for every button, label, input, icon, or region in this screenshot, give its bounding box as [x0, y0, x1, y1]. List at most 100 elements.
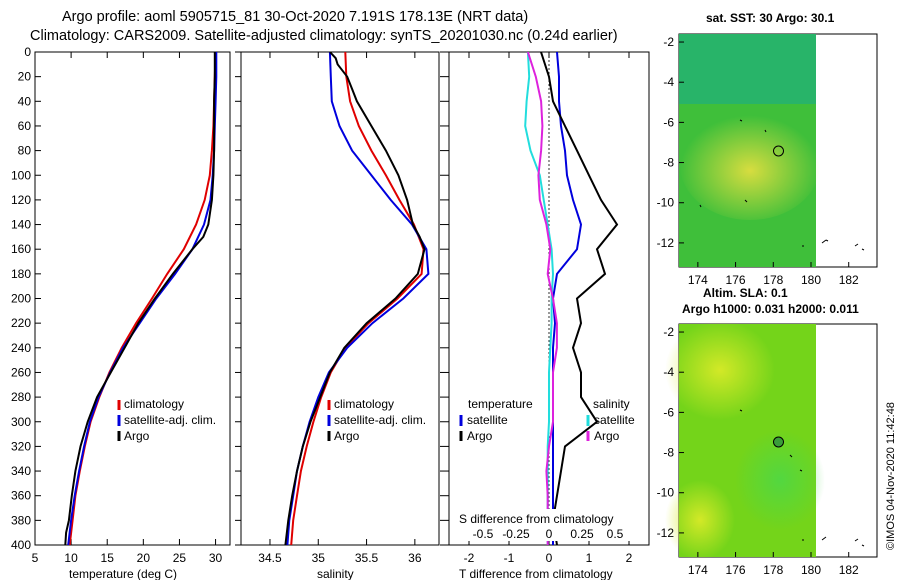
x-tick-label: 0 [546, 551, 553, 565]
map-lat-tick-label: -8 [663, 156, 674, 170]
temperature-series [64, 52, 218, 545]
difference-series [524, 52, 619, 545]
map-lat-tick-label: -10 [657, 486, 675, 500]
map-lon-tick-label: 178 [763, 273, 783, 287]
sla-map-axes: 174 176 178 180 182 -2 -4 -6 -8 -10 -12 [657, 325, 859, 577]
sst-islands [699, 119, 865, 251]
salinity-legend-satellite: satellite-adj. clim. [334, 413, 426, 427]
salinity-difference-tick-labels: -0.5 -0.25 0 0.25 0.5 [473, 527, 624, 541]
salinity-legend-climatology: climatology [334, 397, 394, 411]
depth-tick-label: 360 [11, 489, 31, 503]
sla-low-patch [735, 430, 825, 530]
salinity-x-label: salinity [317, 567, 354, 580]
map-lat-tick-label: -4 [663, 75, 674, 89]
map-lat-tick-label: -4 [663, 365, 674, 379]
map-lon-tick-label: 180 [801, 273, 821, 287]
map-lon-tick-label: 174 [688, 273, 708, 287]
salinity-plot-frame [240, 51, 440, 546]
salinity-difference-tick-label: 0 [546, 527, 553, 541]
copyright-stamp: ©IMOS 04-Nov-2020 11:42:48 [885, 402, 897, 550]
depth-tick-label: 60 [18, 119, 32, 133]
sst-argo-location-marker [773, 145, 784, 157]
series-s-argo [526, 52, 558, 545]
depth-tick-label: 140 [11, 218, 31, 232]
figure-title-line-1: Argo profile: aoml 5905715_81 30-Oct-202… [62, 9, 528, 25]
depth-tick-label: 240 [11, 341, 31, 355]
sla-high-patch-south [665, 480, 735, 560]
map-lon-tick-label: 176 [726, 563, 746, 577]
difference-legend: temperature satellite Argo salinity sate… [459, 397, 635, 443]
map-lat-tick-label: -8 [663, 446, 674, 460]
sst-map-axes: 174 176 178 180 182 -2 -4 -6 -8 -10 -12 [657, 35, 859, 287]
salinity-difference-axis-label: S difference from climatology [459, 512, 614, 526]
salinity-difference-tick-label: 0.25 [570, 527, 594, 541]
salinity-axis-inset [452, 509, 646, 541]
series-climatology [290, 52, 425, 545]
map-lat-tick-label: -2 [663, 35, 674, 49]
x-tick-label: 35.5 [355, 551, 379, 565]
sla-map: Altim. SLA: 0.1 Argo h1000: 0.031 h2000:… [657, 286, 878, 577]
salinity-legend-argo: Argo [334, 429, 360, 443]
depth-tick-label: 180 [11, 267, 31, 281]
sla-map-title: Altim. SLA: 0.1 [703, 286, 788, 300]
salinity-series [284, 52, 430, 545]
map-lon-tick-label: 182 [839, 563, 859, 577]
figure-title-line-2: Climatology: CARS2009. Satellite-adjuste… [30, 28, 618, 44]
depth-tick-label: 80 [18, 144, 32, 158]
sst-map-title: sat. SST: 30 Argo: 30.1 [706, 11, 835, 25]
temperature-plot-frame [34, 51, 231, 546]
series-argo [64, 52, 216, 545]
depth-tick-label: 380 [11, 513, 31, 527]
salinity-difference-tick-label: -0.5 [473, 527, 494, 541]
sst-warm-patch [680, 110, 820, 220]
temperature-legend-climatology: climatology [124, 397, 184, 411]
difference-legend-s-satellite: satellite [594, 413, 635, 427]
map-lat-tick-label: -12 [657, 236, 675, 250]
depth-tick-label: 220 [11, 316, 31, 330]
difference-x-label: T difference from climatology [459, 567, 613, 580]
difference-legend-t-satellite: satellite [467, 413, 508, 427]
depth-tick-label: 400 [11, 538, 31, 552]
temperature-x-label: temperature (deg C) [69, 567, 177, 580]
map-lat-tick-label: -6 [663, 405, 674, 419]
x-tick-label: 30 [209, 551, 223, 565]
depth-tick-label: 20 [18, 70, 32, 84]
x-tick-label: 2 [626, 551, 633, 565]
salinity-difference-tick-label: -0.25 [502, 527, 530, 541]
sst-cool-band [679, 34, 816, 104]
salinity-profile-plot: 34.5 35 35.5 36 salinity climatology satell… [240, 51, 440, 580]
map-lat-tick-label: -12 [657, 526, 675, 540]
x-tick-label: 10 [64, 551, 78, 565]
map-lon-tick-label: 180 [801, 563, 821, 577]
map-lon-tick-label: 178 [763, 563, 783, 577]
map-lat-tick-label: -2 [663, 325, 674, 339]
map-lon-tick-label: 176 [726, 273, 746, 287]
depth-tick-label: 340 [11, 464, 31, 478]
depth-tick-label: 300 [11, 415, 31, 429]
difference-legend-s-argo: Argo [594, 429, 620, 443]
temperature-x-axis: 5 10 15 20 25 30 [32, 52, 223, 565]
temperature-legend: climatology satellite-adj. clim. Argo [117, 397, 216, 443]
x-tick-label: 20 [137, 551, 151, 565]
depth-tick-label: 120 [11, 193, 31, 207]
series-argo [284, 52, 426, 545]
map-lat-tick-label: -10 [657, 196, 675, 210]
x-tick-label: 5 [32, 551, 39, 565]
x-tick-label: 35 [312, 551, 326, 565]
depth-tick-label: 40 [18, 94, 32, 108]
difference-plot-frame [448, 51, 650, 546]
sla-map-subtitle: Argo h1000: 0.031 h2000: 0.011 [682, 302, 859, 316]
depth-axis: 0 20 40 60 80 100 120 140 160 180 200 220 240 260 280 3… [11, 45, 649, 552]
difference-legend-t-argo: Argo [467, 429, 493, 443]
sla-high-patch [665, 320, 775, 420]
sla-argo-location-marker [773, 436, 784, 448]
map-lon-tick-label: 182 [839, 273, 859, 287]
map-lat-tick-label: -6 [663, 115, 674, 129]
depth-tick-label: 280 [11, 390, 31, 404]
difference-legend-temperature-title: temperature [468, 397, 533, 411]
sla-islands [739, 409, 865, 547]
x-tick-label: 25 [173, 551, 187, 565]
temperature-legend-satellite: satellite-adj. clim. [124, 413, 216, 427]
